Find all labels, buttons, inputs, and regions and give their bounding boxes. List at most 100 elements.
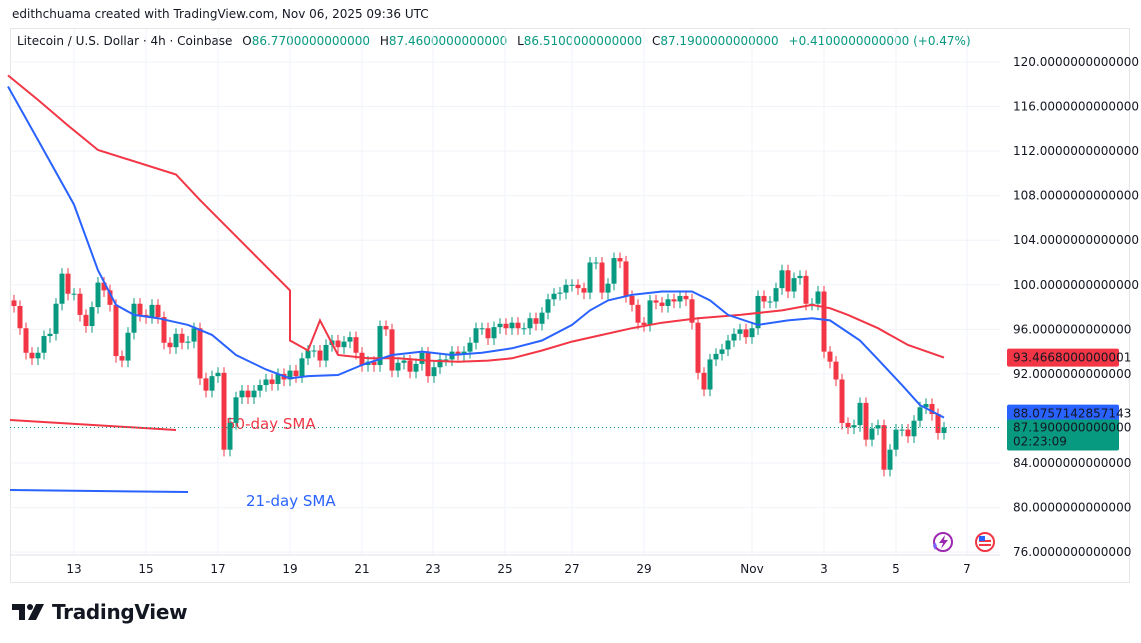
candle-body	[197, 328, 203, 379]
last-price-text: 87.1900000000000	[1013, 421, 1131, 435]
candle-body	[581, 288, 587, 293]
candle-body	[905, 429, 911, 437]
candle-body	[497, 323, 503, 328]
sma50-annotation: 50-day SMA	[226, 415, 316, 433]
time-tick-label: 7	[963, 562, 971, 576]
candle-body	[155, 304, 161, 318]
candle-body	[59, 273, 65, 304]
lightning-icon[interactable]	[933, 532, 953, 552]
price-tick-label: 80.0000000000000	[1013, 501, 1131, 515]
candle-body	[245, 390, 251, 398]
candle-body	[125, 332, 131, 361]
candle-body	[353, 337, 359, 353]
candle-body	[29, 352, 35, 359]
candle-body	[863, 402, 869, 440]
candle-body	[347, 337, 353, 342]
candle-body	[407, 360, 413, 372]
candle-body	[899, 429, 905, 431]
candle-body	[635, 304, 641, 323]
candle-body	[761, 295, 767, 302]
candle-body	[23, 328, 29, 353]
candle-body	[653, 300, 659, 303]
time-tick-label: 27	[564, 562, 579, 576]
time-axis: 13 15 17 19 21 23 25 27 29 Nov 3 5 7	[66, 562, 970, 576]
candle-body	[371, 361, 377, 366]
candle-body	[593, 262, 599, 264]
candle-body	[185, 341, 191, 343]
symbol-title[interactable]: Litecoin / U.S. Dollar · 4h · Coinbase	[17, 34, 233, 48]
time-tick-label: 17	[210, 562, 225, 576]
candle-body	[563, 284, 569, 293]
candle-body	[17, 305, 23, 329]
candle-body	[617, 258, 623, 262]
candle-body	[551, 293, 557, 300]
candle-body	[533, 318, 539, 324]
candle-body	[689, 299, 695, 323]
candle-body	[605, 283, 611, 293]
candle-body	[557, 292, 563, 294]
candle-body	[677, 295, 683, 302]
candle-body	[893, 429, 899, 450]
candle-body	[119, 356, 125, 361]
candle-body	[587, 262, 593, 293]
sma50-price-tag	[1007, 348, 1119, 367]
price-tick-label: 104.0000000000000	[1013, 233, 1139, 247]
grid	[10, 29, 1000, 556]
candle-body	[707, 359, 713, 390]
candle-body	[257, 385, 263, 391]
candle-body	[65, 273, 71, 294]
candle-body	[773, 288, 779, 302]
time-tick-label: 19	[282, 562, 297, 576]
us-flag-icon[interactable]	[975, 532, 995, 552]
close-value: 87.1900000000000	[660, 34, 779, 48]
candle-body	[713, 353, 719, 360]
time-tick-label: 23	[425, 562, 440, 576]
candle-body	[383, 326, 389, 330]
candle-body	[857, 402, 863, 426]
candle-body	[425, 352, 431, 377]
candle-body	[401, 360, 407, 363]
candle-body	[77, 293, 83, 315]
tradingview-logo[interactable]: TradingView	[12, 600, 188, 624]
candle-body	[41, 336, 47, 353]
time-tick-label: 3	[820, 562, 828, 576]
sma21-annotation: 21-day SMA	[246, 492, 336, 510]
candle-body	[209, 376, 215, 391]
candle-body	[437, 359, 443, 368]
price-tick-label: 112.0000000000000	[1013, 144, 1139, 158]
candle-body	[671, 299, 677, 302]
sma50-legend-line	[9, 419, 177, 431]
candle-body	[599, 262, 605, 293]
candle-body	[575, 284, 581, 289]
candle-body	[203, 378, 209, 391]
candles	[11, 252, 947, 477]
price-tick-label: 100.0000000000000	[1013, 278, 1139, 292]
candle-body	[419, 352, 425, 364]
candle-body	[629, 295, 635, 305]
sma50-line	[7, 74, 945, 363]
candle-body	[791, 278, 797, 292]
candle-body	[239, 390, 245, 398]
candle-body	[473, 328, 479, 343]
candle-body	[479, 328, 485, 330]
candle-body	[269, 379, 275, 384]
candle-body	[545, 299, 551, 313]
bar-countdown: 02:23:09	[1013, 435, 1067, 449]
candle-body	[833, 361, 839, 380]
candle-body	[779, 270, 785, 289]
candle-body	[233, 397, 239, 423]
candle-body	[743, 329, 749, 338]
candle-body	[389, 329, 395, 371]
sma21-price-text: 88.0757142857143	[1013, 407, 1131, 421]
candle-body	[443, 359, 449, 361]
candle-body	[191, 328, 197, 342]
candle-body	[839, 379, 845, 423]
candle-body	[395, 362, 401, 371]
candle-body	[101, 282, 107, 291]
tradingview-logo-icon	[12, 604, 44, 620]
candle-body	[149, 304, 155, 318]
candle-body	[47, 333, 53, 337]
low-value: 86.5100000000000	[523, 34, 643, 48]
candle-body	[293, 370, 299, 377]
